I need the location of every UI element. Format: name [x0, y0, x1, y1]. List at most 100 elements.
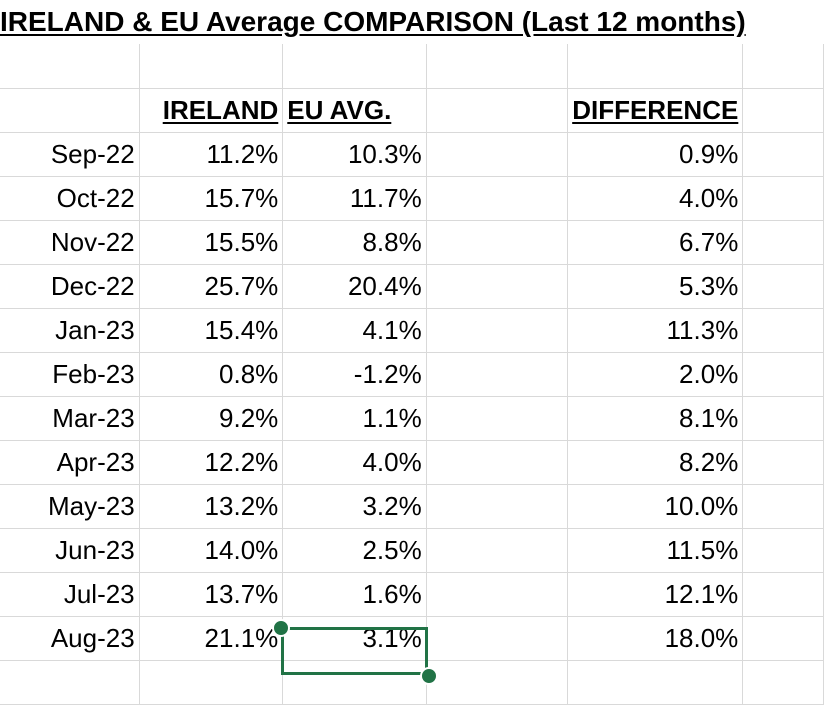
- difference-cell[interactable]: 10.0%: [567, 483, 744, 529]
- ireland-cell[interactable]: 15.4%: [138, 307, 284, 353]
- cell[interactable]: [0, 659, 140, 705]
- spreadsheet-grid: IRELAND EU AVG. DIFFERENCE Sep-22 11.2% …: [0, 44, 824, 705]
- table-row: Jan-23 15.4% 4.1% 11.3%: [0, 307, 824, 353]
- cell[interactable]: [742, 219, 824, 265]
- cell[interactable]: [425, 439, 569, 485]
- cell[interactable]: [282, 659, 427, 705]
- cell[interactable]: [425, 395, 569, 441]
- eu-cell[interactable]: -1.2%: [282, 351, 427, 397]
- month-cell[interactable]: Feb-23: [0, 351, 140, 397]
- cell[interactable]: [282, 44, 427, 89]
- difference-cell[interactable]: 0.9%: [567, 131, 744, 177]
- month-cell[interactable]: Mar-23: [0, 395, 140, 441]
- month-cell[interactable]: Dec-22: [0, 263, 140, 309]
- cell[interactable]: [138, 659, 284, 705]
- month-cell[interactable]: Sep-22: [0, 131, 140, 177]
- cell[interactable]: [425, 44, 569, 89]
- cell[interactable]: [567, 659, 744, 705]
- cell[interactable]: [742, 527, 824, 573]
- month-cell[interactable]: Oct-22: [0, 175, 140, 221]
- ireland-cell[interactable]: 13.2%: [138, 483, 284, 529]
- eu-cell[interactable]: 8.8%: [282, 219, 427, 265]
- eu-cell[interactable]: 4.0%: [282, 439, 427, 485]
- ireland-cell[interactable]: 11.2%: [138, 131, 284, 177]
- cell[interactable]: [742, 175, 824, 221]
- eu-cell[interactable]: 20.4%: [282, 263, 427, 309]
- eu-cell[interactable]: 11.7%: [282, 175, 427, 221]
- ireland-cell[interactable]: 13.7%: [138, 571, 284, 617]
- cell[interactable]: [425, 131, 569, 177]
- difference-cell[interactable]: 11.3%: [567, 307, 744, 353]
- cell[interactable]: [742, 307, 824, 353]
- eu-cell[interactable]: 3.2%: [282, 483, 427, 529]
- eu-cell[interactable]: 2.5%: [282, 527, 427, 573]
- difference-cell[interactable]: 18.0%: [567, 615, 744, 661]
- table-row: Oct-22 15.7% 11.7% 4.0%: [0, 175, 824, 221]
- cell[interactable]: [138, 44, 284, 89]
- selection-handle-top-left[interactable]: [272, 619, 290, 637]
- month-cell[interactable]: May-23: [0, 483, 140, 529]
- difference-cell[interactable]: 8.1%: [567, 395, 744, 441]
- table-row: Sep-22 11.2% 10.3% 0.9%: [0, 131, 824, 177]
- difference-cell[interactable]: 8.2%: [567, 439, 744, 485]
- cell[interactable]: [425, 659, 569, 705]
- cell[interactable]: [742, 87, 824, 133]
- eu-cell-selected[interactable]: 3.1%: [282, 615, 427, 661]
- month-cell[interactable]: Jul-23: [0, 571, 140, 617]
- cell[interactable]: [742, 439, 824, 485]
- cell[interactable]: [567, 44, 744, 89]
- ireland-cell[interactable]: 15.5%: [138, 219, 284, 265]
- month-cell[interactable]: Jan-23: [0, 307, 140, 353]
- header-difference[interactable]: DIFFERENCE: [567, 87, 744, 133]
- difference-cell[interactable]: 12.1%: [567, 571, 744, 617]
- cell[interactable]: [0, 44, 140, 89]
- eu-cell[interactable]: 1.6%: [282, 571, 427, 617]
- ireland-cell[interactable]: 21.1%: [138, 615, 284, 661]
- difference-cell[interactable]: 4.0%: [567, 175, 744, 221]
- cell[interactable]: [425, 351, 569, 397]
- month-cell[interactable]: Apr-23: [0, 439, 140, 485]
- eu-cell[interactable]: 4.1%: [282, 307, 427, 353]
- difference-cell[interactable]: 2.0%: [567, 351, 744, 397]
- cell[interactable]: [742, 131, 824, 177]
- ireland-cell[interactable]: 15.7%: [138, 175, 284, 221]
- cell[interactable]: [425, 175, 569, 221]
- cell[interactable]: [742, 44, 824, 89]
- ireland-cell[interactable]: 0.8%: [138, 351, 284, 397]
- cell[interactable]: [425, 263, 569, 309]
- cell[interactable]: [425, 527, 569, 573]
- cell[interactable]: [425, 307, 569, 353]
- sheet-title: IRELAND & EU Average COMPARISON (Last 12…: [0, 6, 746, 37]
- month-cell[interactable]: Nov-22: [0, 219, 140, 265]
- cell[interactable]: [742, 351, 824, 397]
- cell[interactable]: [425, 571, 569, 617]
- difference-cell[interactable]: 6.7%: [567, 219, 744, 265]
- table-row: Nov-22 15.5% 8.8% 6.7%: [0, 219, 824, 265]
- cell[interactable]: [742, 395, 824, 441]
- month-cell[interactable]: Jun-23: [0, 527, 140, 573]
- ireland-cell[interactable]: 14.0%: [138, 527, 284, 573]
- cell[interactable]: [742, 659, 824, 705]
- table-row: Jul-23 13.7% 1.6% 12.1%: [0, 571, 824, 617]
- cell[interactable]: [0, 87, 140, 133]
- table-row: Aug-23 21.1% 3.1% 18.0%: [0, 615, 824, 661]
- difference-cell[interactable]: 5.3%: [567, 263, 744, 309]
- eu-cell[interactable]: 10.3%: [282, 131, 427, 177]
- cell[interactable]: [742, 263, 824, 309]
- cell[interactable]: [742, 483, 824, 529]
- cell[interactable]: [742, 615, 824, 661]
- cell[interactable]: [425, 219, 569, 265]
- cell[interactable]: [425, 87, 569, 133]
- ireland-cell[interactable]: 12.2%: [138, 439, 284, 485]
- eu-cell[interactable]: 1.1%: [282, 395, 427, 441]
- cell[interactable]: [425, 483, 569, 529]
- month-cell[interactable]: Aug-23: [0, 615, 140, 661]
- cell[interactable]: [742, 571, 824, 617]
- header-eu-avg[interactable]: EU AVG.: [282, 87, 427, 133]
- ireland-cell[interactable]: 25.7%: [138, 263, 284, 309]
- ireland-cell[interactable]: 9.2%: [138, 395, 284, 441]
- header-ireland[interactable]: IRELAND: [138, 87, 284, 133]
- selection-handle-bottom-right[interactable]: [420, 667, 438, 685]
- difference-cell[interactable]: 11.5%: [567, 527, 744, 573]
- cell[interactable]: [425, 615, 569, 661]
